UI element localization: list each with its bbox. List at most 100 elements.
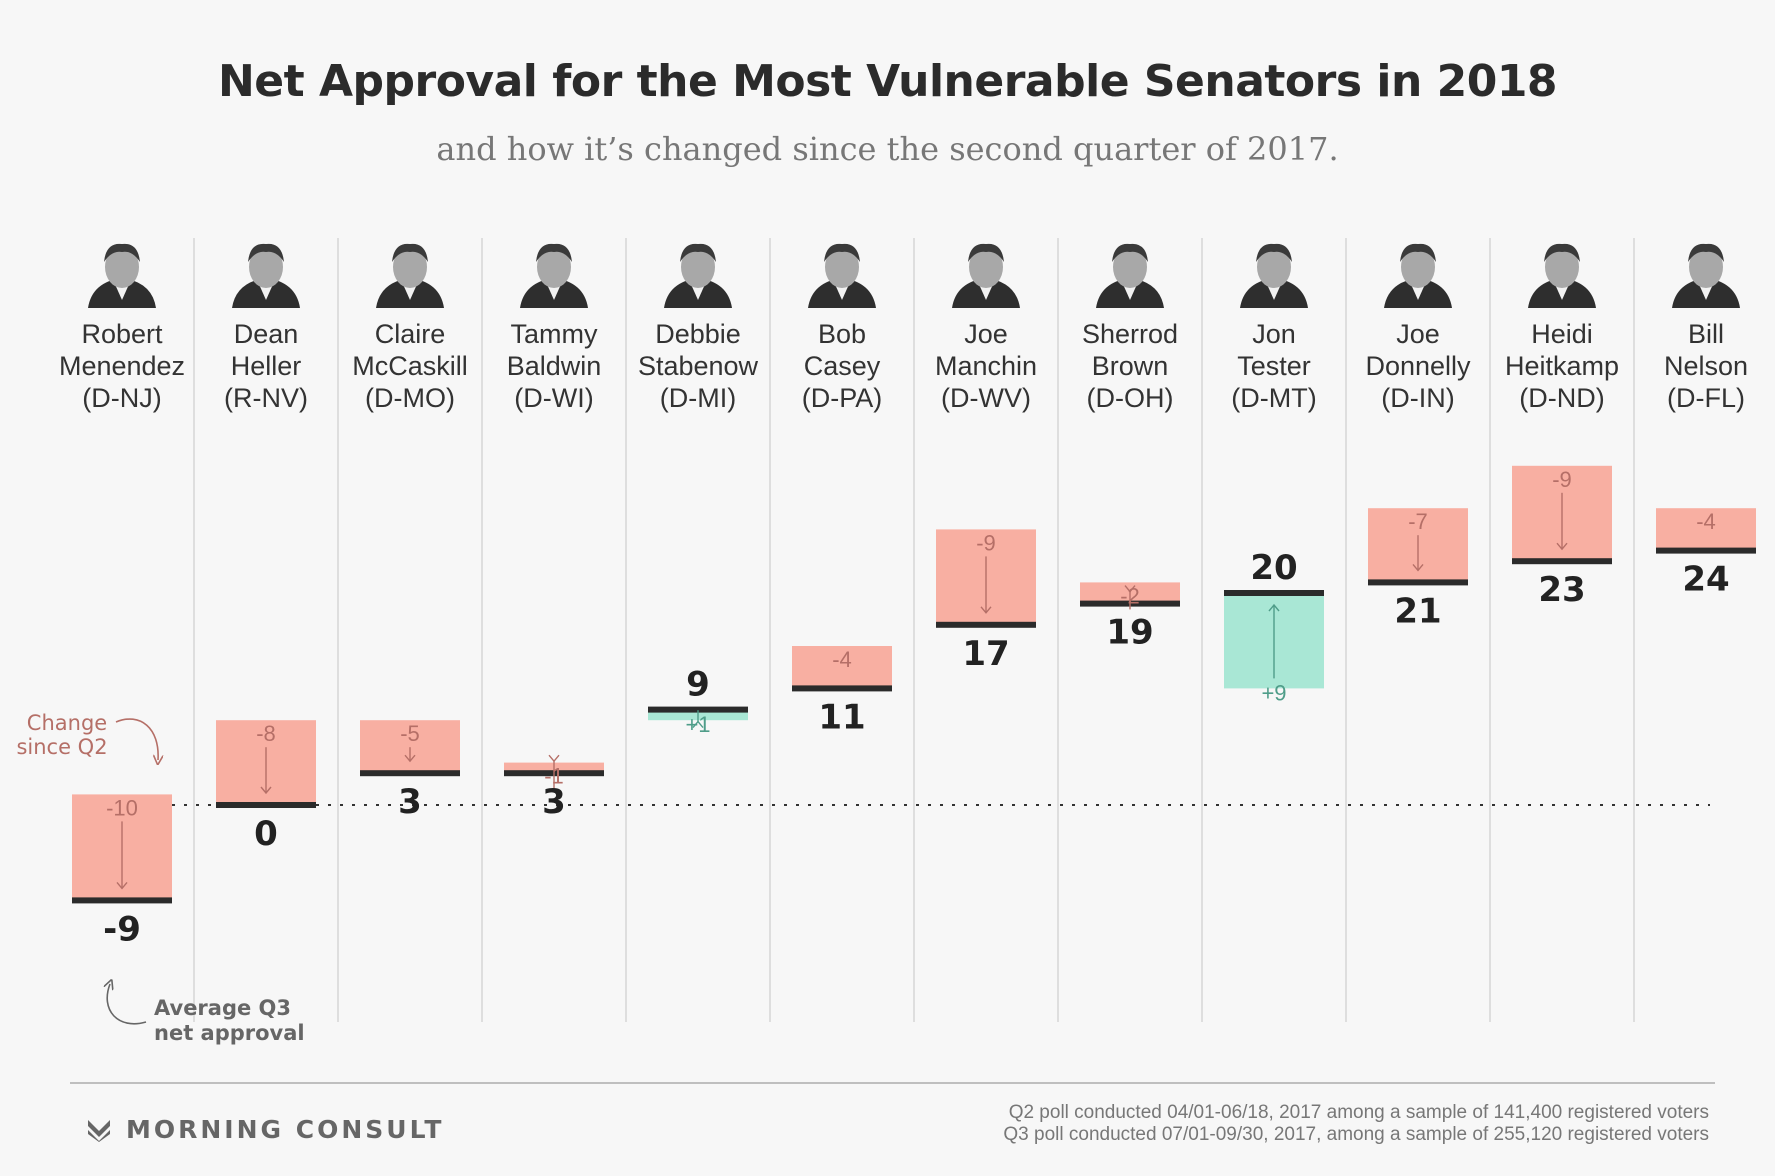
change-label: -1 [544, 764, 564, 789]
chart-title: Net Approval for the Most Vulnerable Sen… [217, 56, 1558, 107]
q3-marker-line [360, 770, 460, 777]
portrait-hair [1256, 243, 1292, 262]
senator-portrait-icon [520, 243, 588, 308]
senator-party: (D-IN) [1381, 383, 1454, 413]
senator-party: (R-NV) [224, 383, 308, 413]
morning-consult-mark-icon [88, 1120, 110, 1142]
senator-party: (D-FL) [1667, 383, 1745, 413]
senator-portrait-icon [88, 243, 156, 308]
decrease-bar [360, 720, 460, 774]
senator-portrait-icon [952, 243, 1020, 308]
portrait-face [1257, 246, 1291, 288]
senator-party: (D-MO) [365, 383, 455, 413]
portrait-face [537, 246, 571, 288]
senator-party: (D-WI) [514, 383, 593, 413]
arrow-down-head [1412, 563, 1424, 572]
senator-first-name: Heidi [1531, 319, 1593, 349]
senator-last-name: Nelson [1664, 351, 1748, 381]
decrease-bar [1656, 508, 1756, 551]
q3-value-label: 21 [1394, 591, 1441, 631]
senator-first-name: Jon [1252, 319, 1296, 349]
senator-last-name: Brown [1092, 351, 1169, 381]
senator-first-name: Claire [375, 319, 446, 349]
q3-marker-line [792, 685, 892, 692]
senator-portrait-icon [1096, 243, 1164, 308]
q3-value-label: 17 [962, 634, 1009, 674]
senator-first-name: Tammy [511, 319, 598, 349]
q3-source-note: Q3 poll conducted 07/01-09/30, 2017, amo… [1003, 1124, 1709, 1145]
senator-last-name: McCaskill [352, 351, 468, 381]
portrait-face [105, 246, 139, 288]
q3-marker-line [1368, 579, 1468, 586]
senator-last-name: Casey [804, 351, 881, 381]
change-label: -7 [1408, 509, 1428, 534]
senator-party: (D-MI) [660, 383, 736, 413]
senator-last-name: Menendez [59, 351, 185, 381]
arrow-down-head [548, 754, 560, 763]
senator-party: (D-OH) [1087, 383, 1174, 413]
portrait-hair [968, 243, 1004, 262]
q3-value-label: 24 [1682, 560, 1729, 600]
portrait-hair [536, 243, 572, 262]
portrait-hair [824, 243, 860, 262]
portrait-face [969, 246, 1003, 288]
change-label: -9 [976, 530, 996, 555]
senator-first-name: Debbie [655, 319, 741, 349]
q3-value-label: -9 [103, 909, 141, 949]
approval-chart: RobertMenendez(D-NJ)-10-9DeanHeller(R-NV… [16, 238, 1756, 1045]
portrait-face [1545, 246, 1579, 288]
senator-portrait-icon [1672, 243, 1740, 308]
q3-value-label: 19 [1106, 613, 1153, 653]
change-annotation-arrow-icon [115, 718, 158, 760]
arrow-down-head [404, 754, 416, 763]
q3-value-label: 9 [686, 665, 710, 705]
senator-portrait-icon [1384, 243, 1452, 308]
portrait-hair [104, 243, 140, 262]
q3-marker-line [216, 802, 316, 808]
average-annotation-line2: net approval [154, 1021, 305, 1045]
portrait-face [1689, 246, 1723, 288]
q3-value-label: 11 [818, 697, 865, 737]
arrow-down-head [1556, 542, 1568, 551]
senator-columns: RobertMenendez(D-NJ)-10-9DeanHeller(R-NV… [59, 243, 1756, 949]
senator-portrait-icon [1528, 243, 1596, 308]
senator-portrait-icon [232, 243, 300, 308]
q3-marker-line [1224, 590, 1324, 596]
morning-consult-logo: MORNING CONSULT [86, 1112, 444, 1146]
portrait-hair [680, 243, 716, 262]
senator-first-name: Joe [1396, 319, 1440, 349]
change-annotation-line1: Change [27, 711, 107, 735]
portrait-face [1113, 246, 1147, 288]
senator-first-name: Dean [234, 319, 299, 349]
change-label: -4 [832, 647, 852, 672]
chart-subtitle: and how it’s changed since the second qu… [436, 130, 1339, 168]
senator-portrait-icon [376, 243, 444, 308]
change-label: +1 [685, 712, 710, 737]
average-annotation: Average Q3 net approval [107, 984, 305, 1045]
portrait-face [1401, 246, 1435, 288]
change-label: -5 [400, 721, 420, 746]
q3-value-label: 23 [1538, 570, 1585, 610]
senator-party: (D-WV) [941, 383, 1031, 413]
change-annotation-line2: since Q2 [16, 735, 107, 759]
q3-marker-line [936, 621, 1036, 628]
senator-last-name: Donnelly [1365, 351, 1471, 381]
arrow-down-head [1124, 585, 1136, 593]
brand-name: MORNING CONSULT [126, 1114, 445, 1144]
portrait-hair [392, 243, 428, 262]
arrow-down-head [980, 606, 992, 614]
portrait-hair [248, 243, 284, 262]
senator-portrait-icon [1240, 243, 1308, 308]
q2-source-note: Q2 poll conducted 04/01-06/18, 2017 amon… [1008, 1102, 1709, 1123]
portrait-face [681, 246, 715, 288]
q3-value-label: 3 [542, 782, 566, 822]
arrow-up-head [1268, 603, 1280, 612]
q3-value-label: 0 [254, 814, 278, 854]
q3-marker-line [72, 897, 172, 904]
